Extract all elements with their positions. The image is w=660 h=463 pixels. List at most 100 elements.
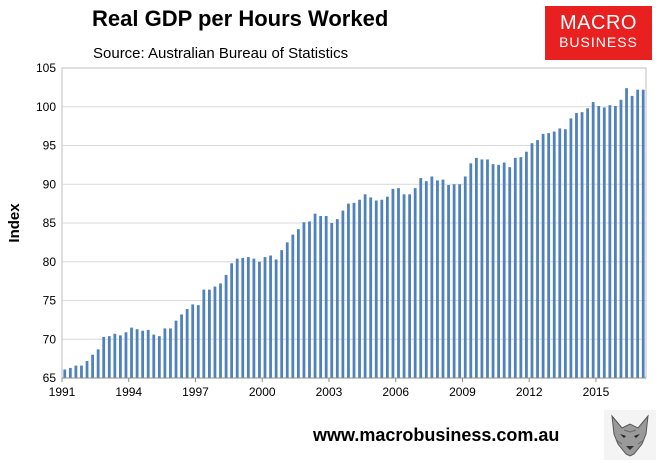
chart-subtitle: Source: Australian Bureau of Statistics — [93, 45, 349, 62]
bar — [441, 179, 445, 378]
wolf-logo-icon — [604, 410, 656, 460]
bar — [547, 133, 551, 378]
bar — [541, 133, 545, 379]
y-tick-label: 100 — [36, 100, 56, 114]
bar — [269, 255, 272, 378]
bar — [102, 336, 106, 378]
bar — [424, 181, 428, 378]
bar — [569, 118, 573, 379]
bar — [474, 157, 478, 378]
bar — [458, 184, 462, 378]
bar — [335, 219, 339, 379]
bar — [113, 333, 117, 378]
bar — [258, 261, 261, 378]
bar — [124, 332, 128, 378]
bar — [91, 354, 94, 378]
y-tick-label: 75 — [43, 294, 57, 308]
chart-title: Real GDP per Hours Worked — [92, 6, 389, 31]
bar — [558, 128, 562, 378]
website-url: www.macrobusiness.com.au — [313, 425, 560, 445]
bar — [63, 369, 67, 378]
y-tick-label: 90 — [43, 177, 57, 191]
bar — [213, 286, 217, 378]
bar — [230, 263, 234, 378]
bar — [324, 216, 328, 378]
bar — [135, 329, 139, 378]
bar — [202, 289, 206, 378]
y-tick-label: 95 — [43, 139, 57, 153]
bar — [152, 334, 156, 378]
bar — [563, 129, 567, 378]
bar — [397, 188, 400, 379]
logo-line-2: BUSINESS — [559, 34, 638, 50]
x-tick-label: 2006 — [382, 385, 409, 399]
bar — [630, 95, 634, 379]
bar — [163, 328, 167, 378]
bar — [130, 327, 133, 379]
bar — [219, 283, 222, 378]
bar — [180, 314, 183, 378]
bar — [157, 336, 161, 378]
x-tick-label: 2000 — [249, 385, 276, 399]
bar — [80, 365, 83, 378]
bar — [614, 105, 617, 378]
y-tick-label: 80 — [43, 255, 57, 269]
bar — [469, 163, 473, 378]
bar — [235, 258, 239, 378]
bar — [319, 216, 323, 378]
bar — [246, 257, 250, 378]
bar — [419, 178, 423, 378]
y-axis-label: Index — [6, 203, 23, 243]
bar-chart: 65 70 75 80 85 90 95 100 105 1991 1994 1997 2000 2003… — [6, 61, 647, 399]
bar — [491, 164, 495, 378]
bar — [536, 140, 539, 378]
bar — [96, 349, 100, 378]
bar — [497, 164, 500, 379]
bar — [374, 200, 378, 378]
bar — [74, 365, 78, 378]
bar — [430, 176, 434, 378]
y-tick-label: 65 — [43, 371, 57, 385]
bar — [591, 102, 595, 378]
bar — [285, 242, 289, 379]
bar — [224, 274, 228, 378]
bar — [263, 257, 267, 378]
bar — [169, 328, 172, 378]
bar — [486, 159, 489, 378]
bar — [291, 234, 295, 379]
bar — [341, 210, 345, 378]
bar — [480, 159, 484, 378]
x-tick-label: 2012 — [516, 385, 543, 399]
bar — [352, 202, 356, 378]
bar — [402, 194, 406, 378]
bar — [625, 88, 628, 379]
x-tick-label: 2009 — [449, 385, 476, 399]
bar — [580, 112, 584, 379]
bar — [369, 197, 373, 378]
bar — [641, 89, 645, 378]
bar — [436, 180, 439, 379]
bar — [608, 105, 612, 378]
bar — [575, 112, 578, 378]
bar — [241, 257, 245, 379]
bar — [141, 330, 145, 378]
bar — [308, 221, 311, 378]
bar — [330, 223, 334, 378]
x-tick-label: 1997 — [182, 385, 209, 399]
bar — [463, 176, 467, 378]
bar — [597, 105, 601, 378]
bar — [525, 151, 528, 378]
bar — [530, 143, 534, 378]
bar — [636, 89, 640, 378]
x-tick-label: 2015 — [583, 385, 610, 399]
bar — [452, 184, 456, 378]
bar — [408, 194, 412, 378]
bar — [185, 309, 189, 378]
bar — [552, 131, 556, 378]
x-tick-label: 1994 — [115, 385, 142, 399]
bar — [107, 336, 111, 378]
bar — [280, 250, 284, 379]
bar — [68, 367, 72, 378]
y-tick-label: 105 — [36, 61, 56, 75]
bar — [619, 99, 623, 379]
